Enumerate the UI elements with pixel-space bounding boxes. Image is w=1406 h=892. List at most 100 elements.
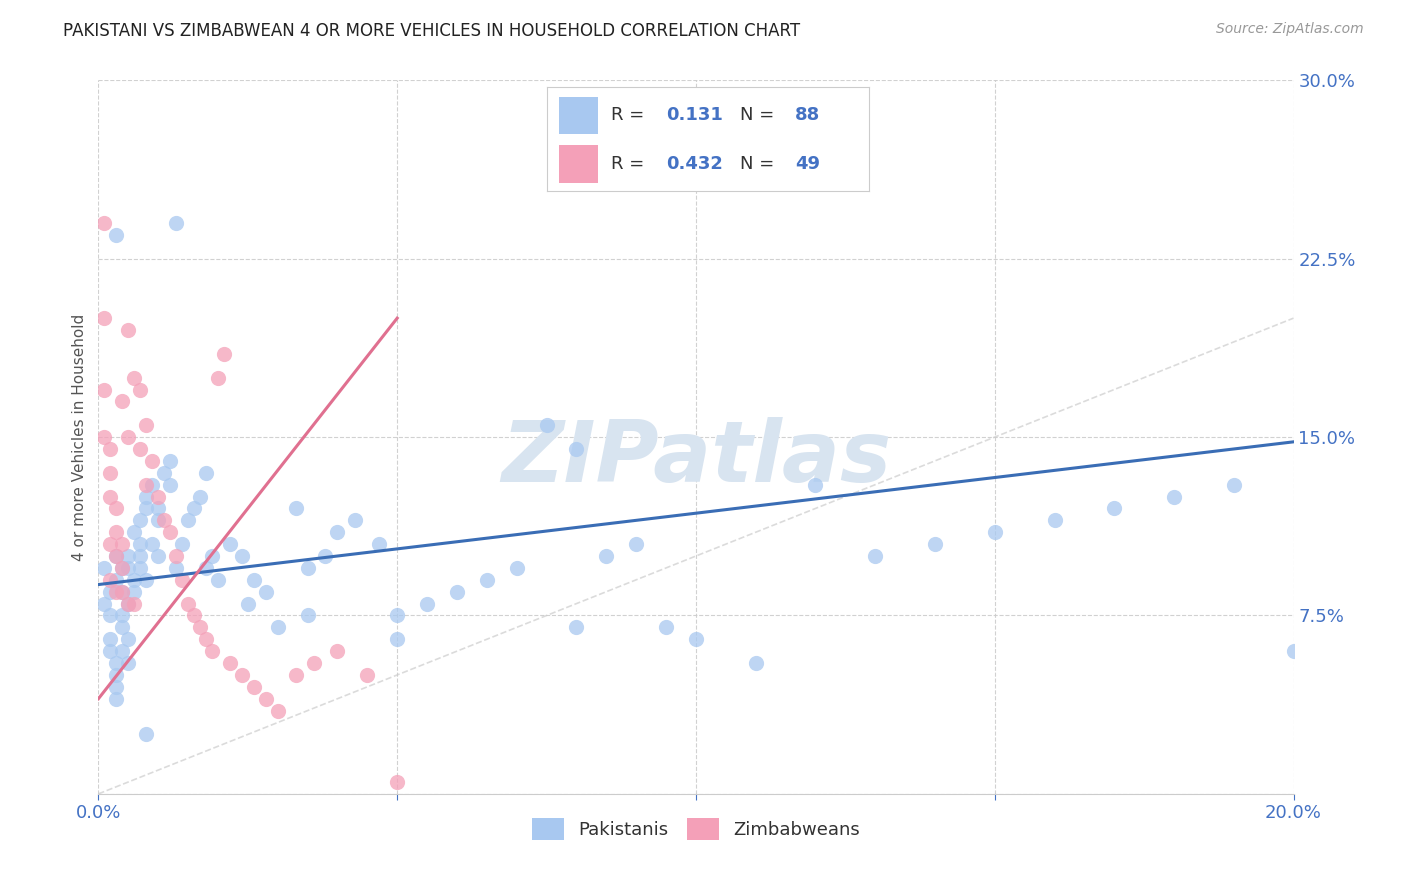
- Point: [129, 561, 152, 575]
- Y-axis label: 4 or more Vehicles in Household: 4 or more Vehicles in Household: [72, 313, 87, 561]
- Point: [111, 394, 134, 409]
- Point: [745, 656, 768, 670]
- Point: [865, 549, 887, 563]
- Point: [356, 668, 378, 682]
- Point: [207, 370, 229, 384]
- Point: [565, 620, 588, 634]
- Point: [98, 573, 122, 587]
- Point: [135, 727, 157, 741]
- Point: [98, 632, 122, 647]
- Point: [93, 216, 115, 230]
- Point: [284, 668, 307, 682]
- Point: [475, 573, 498, 587]
- Point: [98, 608, 122, 623]
- Point: [93, 311, 115, 326]
- Point: [105, 584, 128, 599]
- Point: [1043, 513, 1066, 527]
- Point: [195, 561, 218, 575]
- Point: [117, 323, 139, 337]
- Point: [565, 442, 588, 456]
- Point: [105, 549, 128, 563]
- Point: [111, 608, 134, 623]
- Point: [148, 490, 170, 504]
- Point: [159, 525, 181, 540]
- Point: [165, 216, 187, 230]
- Text: ZIPatlas: ZIPatlas: [501, 417, 891, 500]
- Point: [111, 584, 134, 599]
- Point: [141, 454, 163, 468]
- Point: [385, 608, 409, 623]
- Point: [595, 549, 617, 563]
- Point: [195, 466, 218, 480]
- Point: [344, 513, 367, 527]
- Point: [111, 584, 134, 599]
- Point: [105, 549, 128, 563]
- Point: [804, 477, 827, 491]
- Point: [105, 656, 128, 670]
- Point: [188, 620, 211, 634]
- Point: [219, 656, 242, 670]
- Point: [183, 501, 205, 516]
- Point: [93, 430, 115, 444]
- Point: [105, 680, 128, 694]
- Point: [129, 549, 152, 563]
- Point: [326, 525, 349, 540]
- Point: [111, 537, 134, 551]
- Point: [124, 370, 146, 384]
- Point: [195, 632, 218, 647]
- Point: [243, 680, 266, 694]
- Point: [105, 668, 128, 682]
- Point: [254, 691, 277, 706]
- Point: [117, 549, 139, 563]
- Point: [188, 490, 211, 504]
- Point: [536, 418, 558, 433]
- Point: [302, 656, 325, 670]
- Point: [254, 584, 277, 599]
- Point: [177, 513, 200, 527]
- Point: [129, 513, 152, 527]
- Point: [93, 383, 115, 397]
- Point: [148, 501, 170, 516]
- Point: [267, 620, 290, 634]
- Point: [141, 477, 163, 491]
- Point: [315, 549, 337, 563]
- Point: [416, 597, 439, 611]
- Point: [1223, 477, 1246, 491]
- Point: [98, 442, 122, 456]
- Point: [201, 549, 224, 563]
- Point: [111, 644, 134, 658]
- Point: [148, 513, 170, 527]
- Point: [105, 691, 128, 706]
- Point: [1104, 501, 1126, 516]
- Point: [98, 644, 122, 658]
- Point: [284, 501, 307, 516]
- Point: [177, 597, 200, 611]
- Point: [148, 549, 170, 563]
- Point: [129, 383, 152, 397]
- Point: [98, 490, 122, 504]
- Point: [212, 347, 235, 361]
- Point: [172, 537, 194, 551]
- Point: [236, 597, 259, 611]
- Point: [165, 549, 187, 563]
- Point: [385, 775, 409, 789]
- Point: [98, 537, 122, 551]
- Point: [135, 501, 157, 516]
- Point: [111, 620, 134, 634]
- Point: [385, 632, 409, 647]
- Point: [446, 584, 468, 599]
- Point: [326, 644, 349, 658]
- Point: [124, 525, 146, 540]
- Point: [231, 668, 253, 682]
- Point: [368, 537, 391, 551]
- Point: [243, 573, 266, 587]
- Point: [129, 442, 152, 456]
- Point: [267, 704, 290, 718]
- Point: [135, 418, 157, 433]
- Point: [105, 227, 128, 242]
- Point: [135, 490, 157, 504]
- Point: [117, 656, 139, 670]
- Point: [111, 561, 134, 575]
- Point: [124, 584, 146, 599]
- Point: [135, 573, 157, 587]
